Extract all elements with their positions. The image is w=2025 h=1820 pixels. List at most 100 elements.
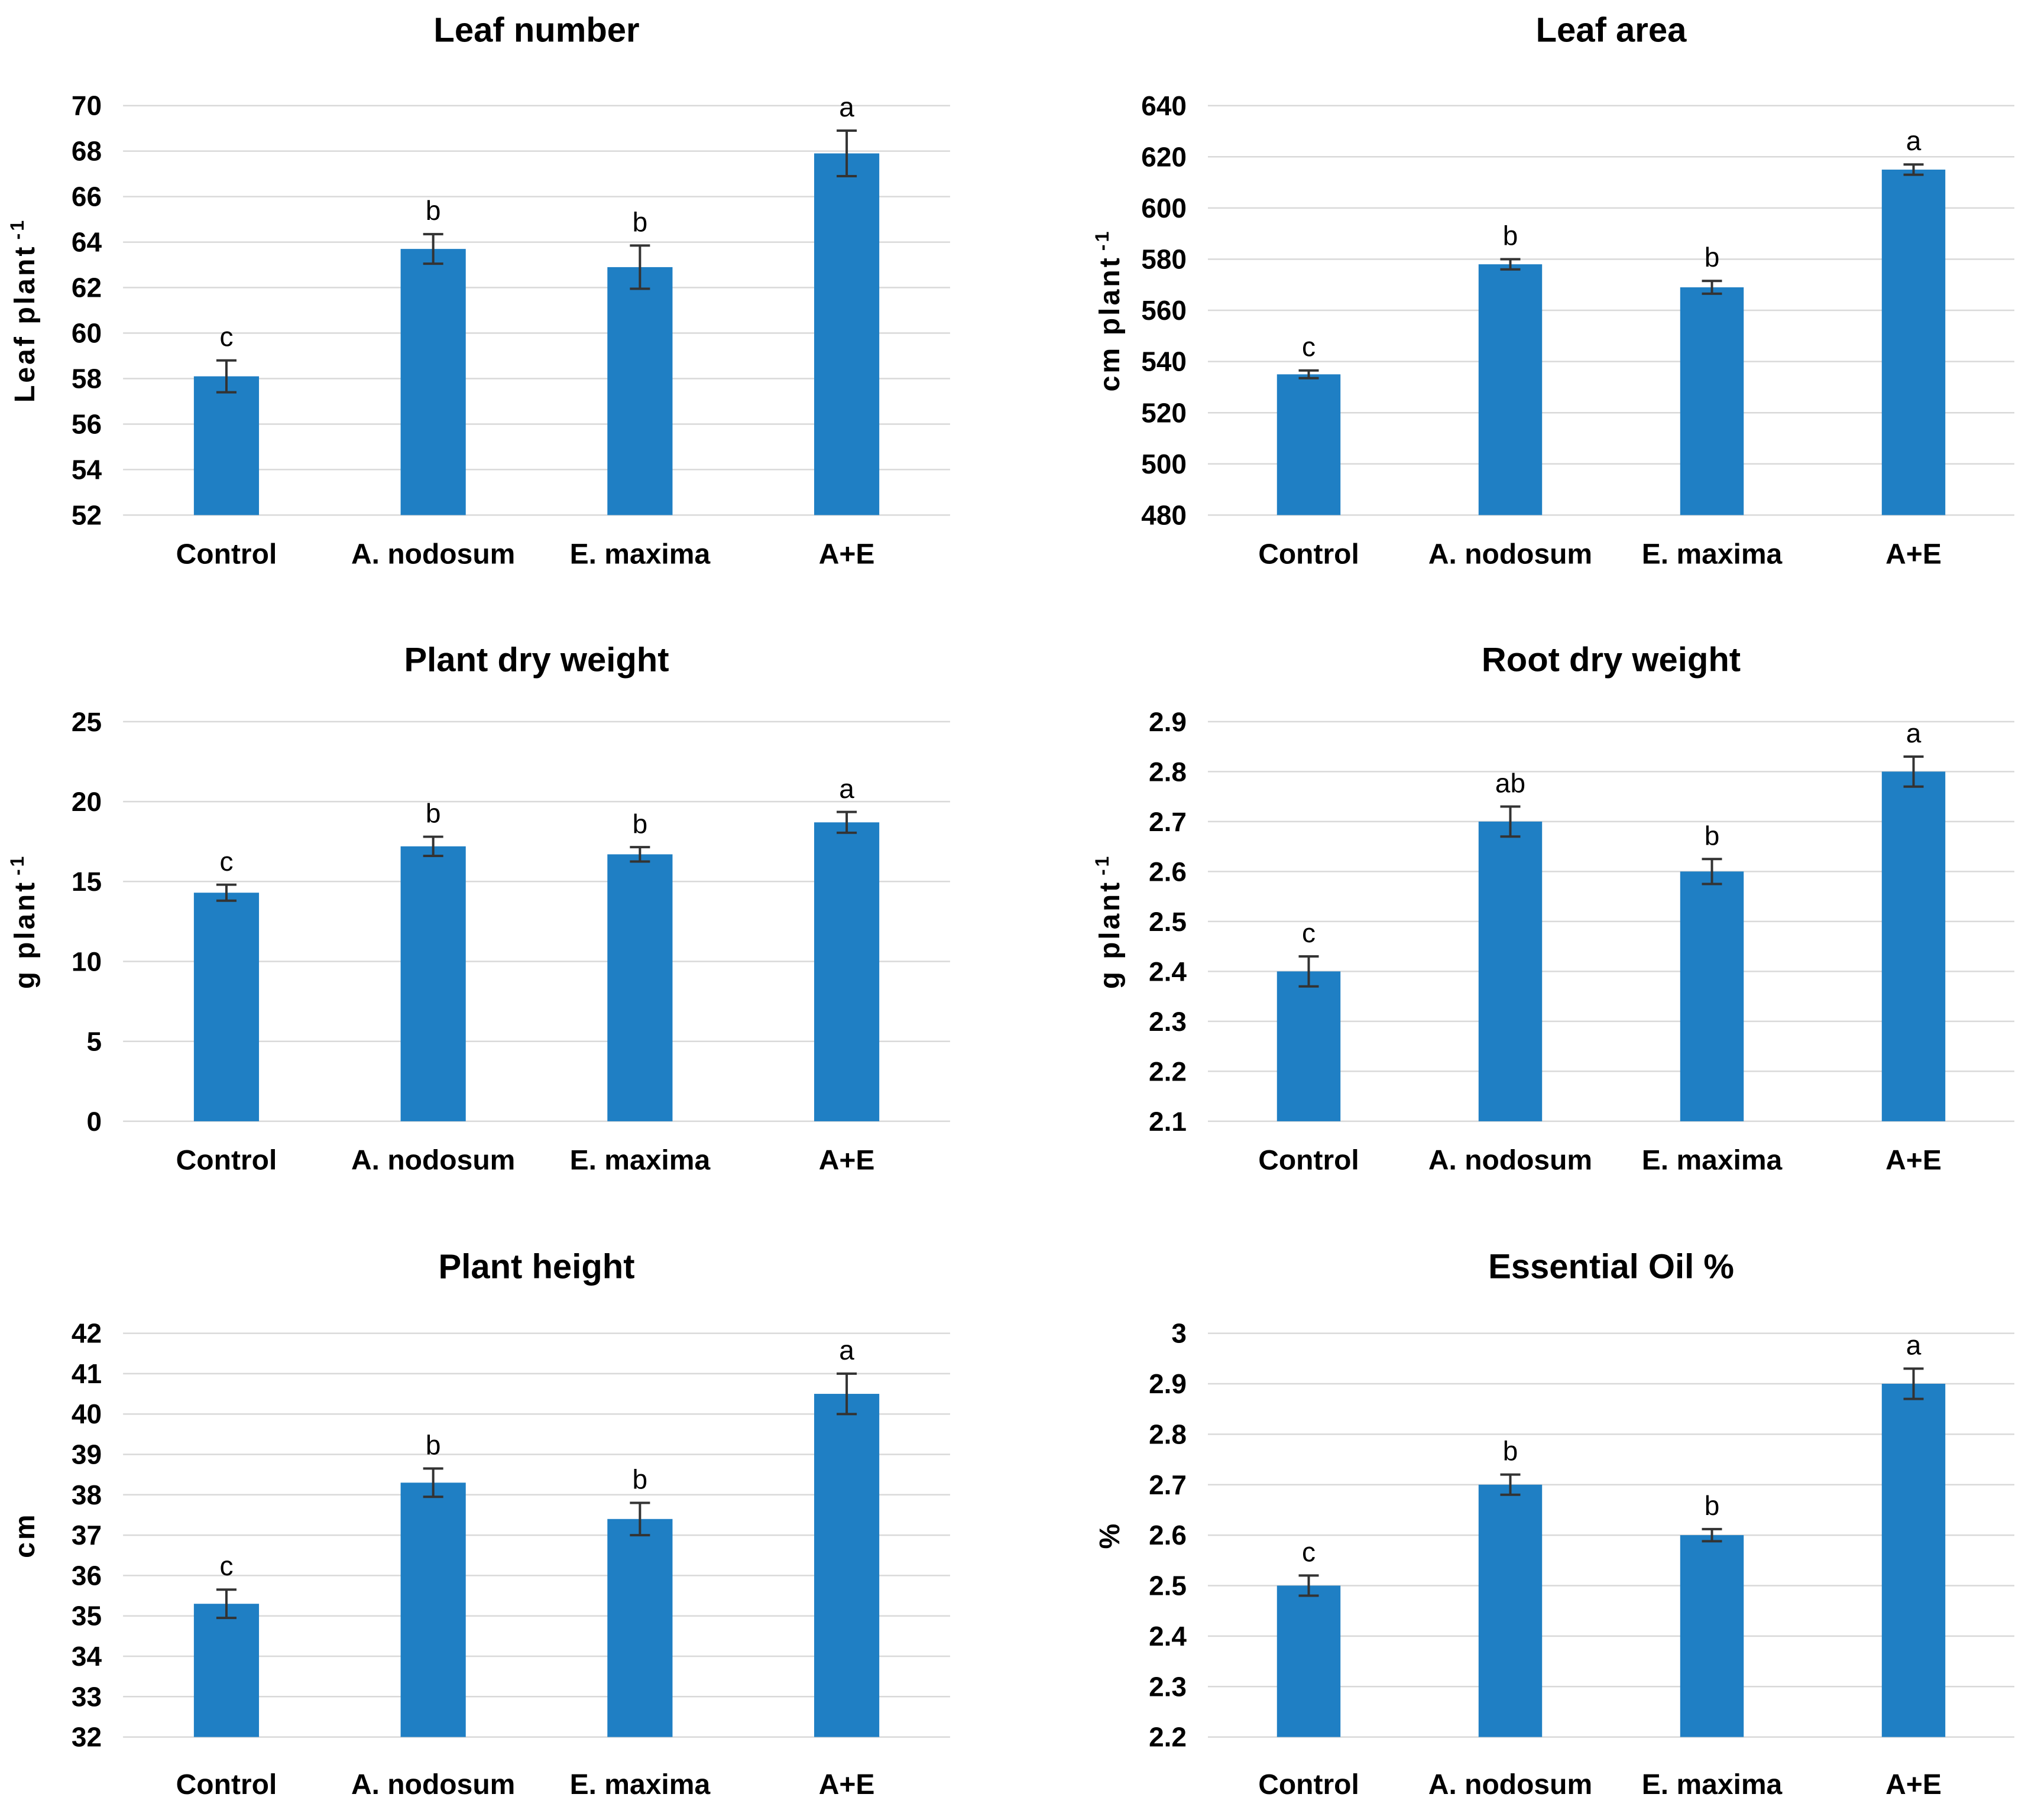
y-tick-label: 2.7 [1149,806,1187,837]
y-tick-label: 25 [72,706,102,737]
error-bar [216,359,236,394]
category-label: E. maxima [570,1145,711,1176]
y-axis-title: % [1094,1521,1126,1549]
y-tick-label: 37 [72,1520,102,1550]
y-tick-label: 580 [1141,244,1187,274]
y-tick-label: 540 [1141,346,1187,377]
y-tick-label: 40 [72,1399,102,1429]
y-tick-label: 2.2 [1149,1722,1187,1753]
bar [400,846,466,1121]
bar [607,267,673,515]
chart-title: Plant height [439,1247,635,1286]
error-bar [1702,858,1722,885]
bar-chart-plant-dry-weight: 0 5 10 15 20 25 c Control b A. nodosum b E. maxima a… [7,641,950,1176]
significance-letter: a [839,92,854,122]
y-axis-title: Leaf plant -1 [7,218,41,403]
y-tick-label: 52 [72,499,102,530]
bar [1478,821,1543,1121]
bar [814,153,880,515]
y-tick-label: 2.9 [1149,1368,1187,1399]
y-tick-label: 2.3 [1149,1671,1187,1702]
y-tick-label: 32 [72,1722,102,1753]
bar [1881,1383,1946,1737]
chart-panel-essential-oil: 2.2 2.3 2.4 2.5 2.6 2.7 2.8 2.9 3 c Control b A. nod… [1013,1212,2025,1820]
error-bar [1500,805,1521,838]
error-bar [1903,163,1924,176]
y-tick-label: 54 [72,454,102,485]
error-bar [1702,280,1722,295]
bar [1276,374,1341,515]
bar [1680,871,1744,1121]
category-label: A+E [1885,1769,1942,1800]
bar [1881,771,1946,1121]
error-bar [1903,755,1924,788]
y-tick-label: 2.2 [1149,1056,1187,1086]
error-bar [630,244,650,290]
significance-letter: b [633,206,648,237]
chart-panel-root-dry-weight: 2.1 2.2 2.3 2.4 2.5 2.6 2.7 2.8 2.9 c Control ab A. … [1013,609,2025,1212]
category-label: Control [1258,1769,1359,1800]
significance-letter: a [839,773,854,804]
y-axis-title: g plant -1 [1091,854,1126,989]
y-tick-label: 64 [72,227,102,258]
error-bar [1702,1527,1722,1543]
category-label: A+E [819,1145,875,1176]
y-axis-title-text: cm plant [1094,255,1126,391]
category-label: E. maxima [1642,1145,1783,1176]
y-axis-title-text: % [1094,1521,1126,1549]
significance-letter: c [1302,1536,1316,1567]
bar [400,249,466,515]
y-tick-label: 56 [72,408,102,439]
significance-letter: b [1705,1490,1720,1521]
bar [400,1482,466,1737]
y-axis-title-text: g plant [1094,880,1126,989]
bar [814,822,880,1121]
y-tick-label: 620 [1141,141,1187,172]
y-tick-label: 5 [87,1026,102,1057]
y-tick-label: 2.9 [1149,706,1187,737]
error-bar [1298,1574,1319,1597]
error-bar [423,835,443,858]
chart-title: Plant dry weight [404,641,669,679]
bar [1478,1484,1543,1737]
y-tick-label: 68 [72,136,102,167]
y-tick-label: 2.1 [1149,1106,1187,1137]
error-bar [630,846,650,863]
significance-letter: c [219,322,233,352]
y-tick-label: 15 [72,866,102,897]
bar-chart-leaf-area: 480 500 520 540 560 580 600 620 640 c Control b A. n… [1091,11,2014,570]
y-tick-label: 2.8 [1149,756,1187,787]
significance-letter: b [426,195,441,226]
y-tick-label: 70 [72,90,102,121]
y-axis-title: cm plant -1 [1091,229,1126,392]
y-tick-label: 62 [72,272,102,303]
category-label: Control [176,1145,277,1176]
bar-chart-leaf-number: 52 54 56 58 60 62 64 66 68 70 c Control b A. nodosum b… [7,11,950,570]
category-label: A+E [1885,538,1942,570]
y-tick-label: 3 [1171,1318,1187,1349]
y-tick-label: 2.5 [1149,1570,1187,1601]
y-tick-label: 500 [1141,449,1187,479]
chart-title: Leaf number [433,11,639,49]
y-tick-label: 0 [87,1106,102,1137]
bar [193,1604,260,1737]
y-tick-label: 38 [72,1480,102,1510]
y-tick-label: 480 [1141,499,1187,530]
y-tick-label: 10 [72,946,102,977]
error-bar [1903,1367,1924,1400]
significance-letter: b [1503,220,1518,251]
category-label: A. nodosum [351,538,515,570]
significance-letter: b [426,1429,441,1460]
y-tick-label: 2.6 [1149,1520,1187,1550]
error-bar [837,1372,857,1416]
y-tick-label: 2.8 [1149,1419,1187,1449]
error-bar [423,233,443,265]
significance-letter: c [219,846,233,877]
y-tick-label: 20 [72,786,102,817]
category-label: A. nodosum [1428,1145,1592,1176]
y-tick-label: 520 [1141,397,1187,428]
y-tick-label: 66 [72,181,102,212]
error-bar [1298,955,1319,988]
significance-letter: b [1503,1436,1518,1467]
significance-letter: b [1705,242,1720,272]
